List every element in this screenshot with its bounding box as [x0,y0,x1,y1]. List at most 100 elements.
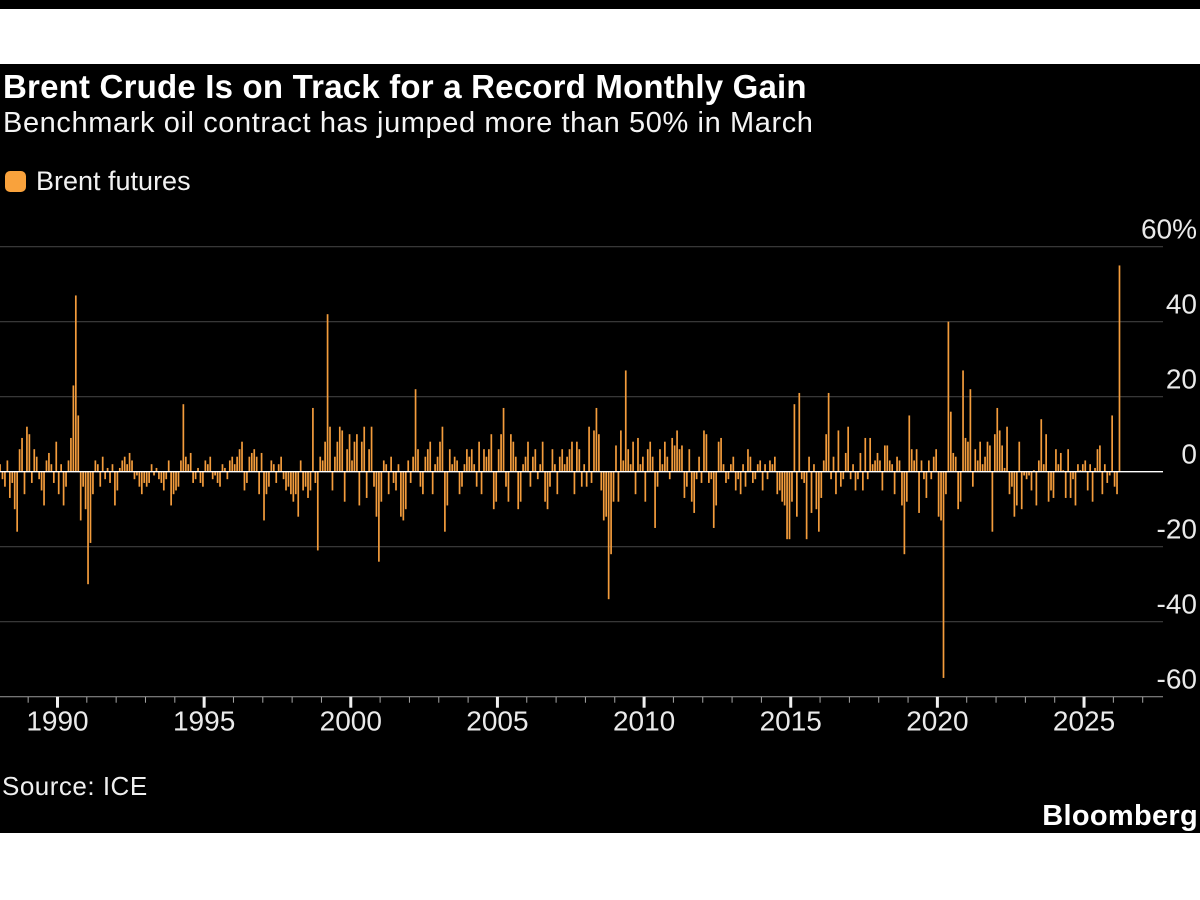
bar [1099,445,1101,472]
bar [1111,415,1113,472]
bar [798,392,801,472]
bar [979,441,982,472]
bar [74,295,77,472]
bar [700,471,703,483]
bar [238,449,241,472]
bar [1072,471,1074,480]
bar [153,471,155,476]
bar [891,464,894,472]
bar [920,460,923,472]
legend-swatch-icon [5,171,26,192]
bar [517,471,520,510]
bar [463,464,466,472]
bar [1028,471,1030,476]
bar [886,445,889,472]
bar [1018,441,1021,472]
bar [211,471,214,480]
bar [258,471,260,495]
bar [6,460,9,472]
bar [967,441,969,472]
bar [378,471,380,562]
bar [761,471,764,491]
bar [272,464,275,472]
bar [998,430,1001,472]
bar [827,392,830,472]
bar [236,456,238,472]
bar [756,464,759,472]
bar [556,471,559,495]
bar [595,407,598,472]
bar [143,471,146,483]
bar [358,471,361,506]
bar [50,464,53,472]
bar [962,370,964,472]
bar [192,471,194,483]
bar [861,471,864,491]
bar [842,471,845,480]
bar [1030,471,1033,491]
bar [854,471,857,491]
bar [957,471,960,510]
bar [551,449,554,472]
bar [808,456,810,472]
bar [294,471,297,495]
bar [632,441,634,472]
bar [1094,467,1096,472]
bar [908,415,911,472]
bar [1118,265,1121,472]
bar [940,471,942,521]
bar [737,471,740,480]
bar [1037,460,1040,472]
bar [720,437,722,472]
bar [348,434,351,472]
bar [744,471,747,487]
bar [766,471,769,480]
top-border-strip [0,0,1200,9]
bar [510,434,512,472]
bar [341,430,344,472]
bar [661,464,664,472]
bar [60,464,62,472]
bar [495,471,498,502]
bar [116,471,119,491]
bar [373,471,375,487]
bar [407,460,410,472]
bar [40,471,43,491]
bar [952,452,955,472]
bar [287,471,290,487]
bar [864,437,867,472]
bar [321,460,324,472]
bar [1089,464,1091,472]
bar [817,471,820,532]
bar [307,471,309,498]
bar [87,471,89,585]
bar [253,449,256,472]
bar [224,467,226,472]
bar [299,460,302,472]
bar [1106,471,1109,483]
bar [788,471,791,540]
bar [426,449,429,472]
bar [453,456,456,472]
bar [109,471,111,483]
bar [715,471,718,506]
bar [1108,471,1111,476]
bar [424,456,427,472]
bar [989,445,991,472]
bar [184,456,187,472]
bar [986,441,989,472]
bar [187,464,190,472]
year-label: 2025 [1053,706,1115,737]
bar [387,471,390,495]
bar [226,471,229,480]
bar [771,464,774,472]
bar [683,471,686,498]
bar [55,441,58,472]
bar [490,434,493,472]
bar [698,456,700,472]
bar [96,464,99,472]
bar [793,404,796,472]
bar [786,471,788,540]
bar [172,471,175,495]
bar [527,441,529,472]
